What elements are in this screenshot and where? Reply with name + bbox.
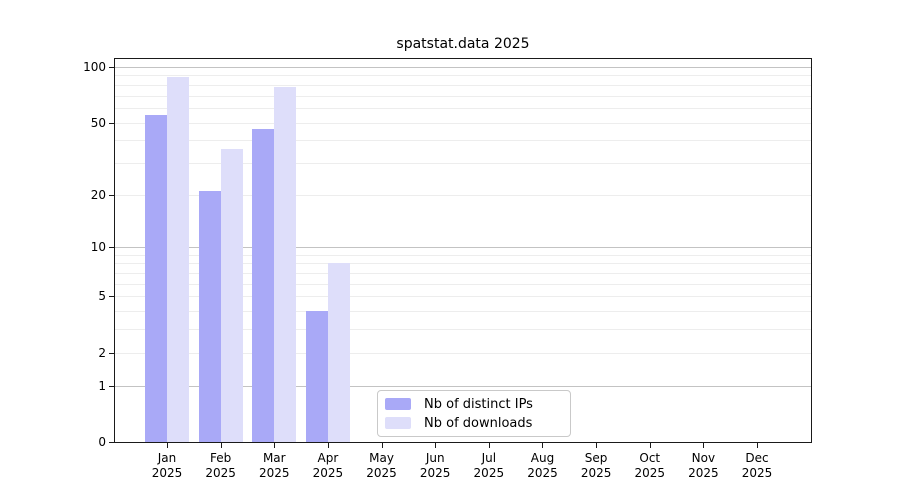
y-tick xyxy=(109,352,114,354)
x-tick xyxy=(167,443,168,448)
x-axis-tick-label: Mar 2025 xyxy=(258,451,290,480)
x-axis-tick-label: Nov 2025 xyxy=(688,451,719,480)
bar-feb-distinct-ips xyxy=(198,190,221,442)
bar-mar-distinct-ips xyxy=(252,129,275,442)
legend-item-distinct-ips: Nb of distinct IPs xyxy=(385,397,562,412)
legend-swatch-distinct-ips xyxy=(385,398,411,410)
x-axis-tick-label: Jan 2025 xyxy=(151,451,183,480)
x-axis-tick-label: Dec 2025 xyxy=(741,451,773,480)
y-tick xyxy=(109,67,114,68)
legend-item-downloads: Nb of downloads xyxy=(385,416,562,431)
x-axis-tick-label: Apr 2025 xyxy=(312,451,344,480)
y-axis-tick-label: 100 xyxy=(83,60,106,74)
x-axis-tick-label: Oct 2025 xyxy=(634,451,666,480)
y-tick xyxy=(109,122,114,124)
y-axis-tick-label: 0 xyxy=(98,435,106,449)
bar-jan-downloads xyxy=(167,77,189,442)
y-gridline-minor xyxy=(115,296,811,298)
bar-feb-downloads xyxy=(220,148,243,442)
x-tick xyxy=(220,443,222,448)
x-axis-tick-label: Jun 2025 xyxy=(419,451,451,480)
y-axis-tick-label: 10 xyxy=(90,240,106,255)
y-tick xyxy=(109,247,114,249)
x-tick xyxy=(274,443,276,448)
x-tick xyxy=(542,443,544,448)
y-gridline-minor xyxy=(115,352,811,354)
y-gridline-minor xyxy=(115,122,811,124)
y-gridline-minor xyxy=(115,107,811,109)
y-gridline-minor xyxy=(115,75,811,77)
x-tick xyxy=(488,443,490,448)
y-gridline-minor xyxy=(115,329,811,331)
x-axis-tick-label: Jul 2025 xyxy=(473,451,505,480)
y-gridline-minor xyxy=(115,273,811,275)
y-axis-tick-label: 5 xyxy=(98,289,106,304)
legend-label-downloads: Nb of downloads xyxy=(424,415,533,431)
legend: Nb of distinct IPs Nb of downloads xyxy=(377,390,571,437)
x-tick xyxy=(757,443,759,448)
legend-swatch-downloads xyxy=(385,417,411,429)
bar-jan-distinct-ips xyxy=(145,114,167,442)
y-gridline-major xyxy=(115,67,811,68)
y-gridline-minor xyxy=(115,283,811,285)
bar-apr-downloads xyxy=(327,263,350,442)
y-gridline-minor xyxy=(115,84,811,86)
y-gridline-major xyxy=(115,247,811,249)
y-gridline-minor xyxy=(115,140,811,142)
y-axis-tick-label: 1 xyxy=(98,378,106,393)
x-axis-tick-label: Aug 2025 xyxy=(527,451,558,480)
y-tick xyxy=(109,296,114,298)
y-gridline-minor xyxy=(115,254,811,256)
y-tick xyxy=(109,442,114,443)
x-axis-tick-label: May 2025 xyxy=(366,451,397,480)
x-tick xyxy=(596,443,598,448)
plot-area xyxy=(114,58,812,443)
x-axis-tick-label: Feb 2025 xyxy=(205,451,236,480)
y-axis-tick-label: 2 xyxy=(98,345,106,360)
y-gridline-minor xyxy=(115,194,811,196)
y-gridline-minor xyxy=(115,311,811,313)
bar-mar-downloads xyxy=(274,86,297,442)
x-axis-tick-label: Sep 2025 xyxy=(580,451,612,480)
x-tick xyxy=(435,443,437,448)
chart-title: spatstat.data 2025 xyxy=(396,36,530,52)
y-tick xyxy=(109,194,114,196)
x-tick xyxy=(327,443,329,448)
y-gridline-minor xyxy=(115,263,811,265)
y-gridline-minor xyxy=(115,95,811,97)
x-tick xyxy=(649,443,651,448)
y-gridline-major xyxy=(115,385,811,387)
x-tick xyxy=(703,443,705,448)
y-axis-tick-label: 50 xyxy=(90,115,106,130)
bar-apr-distinct-ips xyxy=(305,311,328,442)
y-tick xyxy=(109,385,114,387)
y-axis-tick-label: 20 xyxy=(90,187,106,202)
y-gridline-minor xyxy=(115,162,811,164)
legend-label-distinct-ips: Nb of distinct IPs xyxy=(424,396,533,412)
x-tick xyxy=(381,443,383,448)
